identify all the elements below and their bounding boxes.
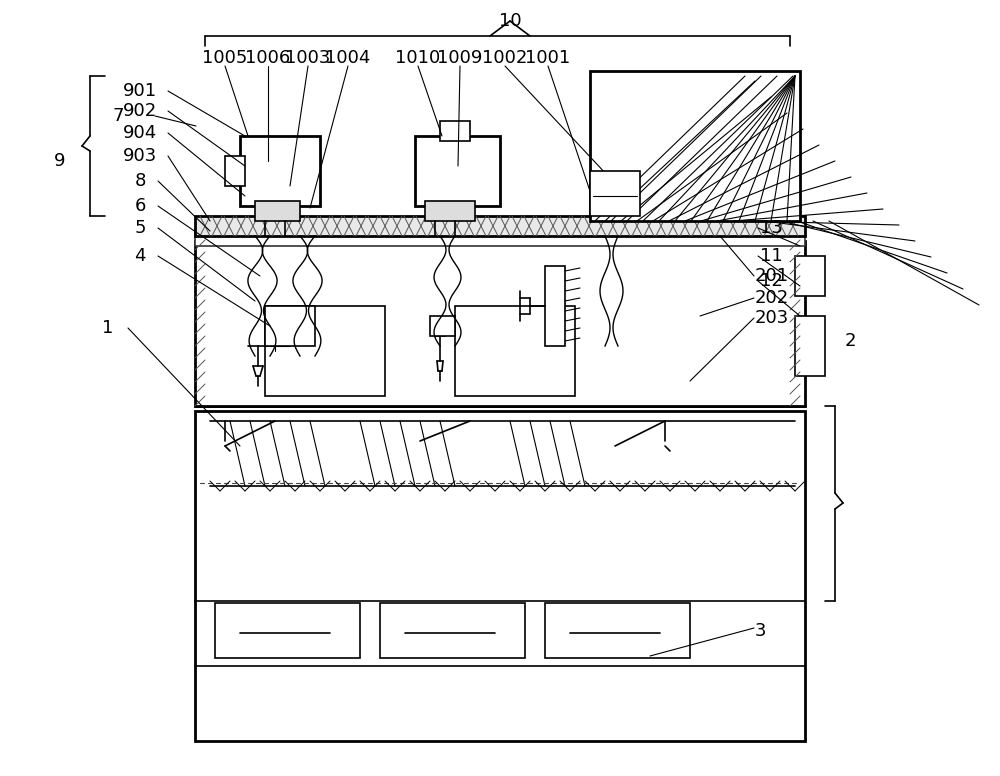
Bar <box>545 266 565 346</box>
Text: 1003: 1003 <box>285 49 331 67</box>
Text: 901: 901 <box>123 82 157 100</box>
Text: 10: 10 <box>499 12 521 30</box>
Text: 1004: 1004 <box>325 49 371 67</box>
Bar <box>240 136 320 206</box>
Text: 203: 203 <box>755 309 789 327</box>
Bar <box>590 171 640 216</box>
Text: 13: 13 <box>760 219 783 237</box>
Bar <box>415 136 500 206</box>
Bar <box>195 411 805 741</box>
Text: 8: 8 <box>134 172 146 190</box>
Text: 902: 902 <box>123 102 157 120</box>
Bar <box>430 316 455 336</box>
Text: 1001: 1001 <box>525 49 571 67</box>
Bar <box>195 241 805 406</box>
Bar <box>795 316 825 376</box>
Text: 7: 7 <box>112 107 124 125</box>
Bar <box>265 306 385 396</box>
Bar <box>440 121 470 141</box>
Bar <box>380 603 525 658</box>
Text: 1005: 1005 <box>202 49 248 67</box>
Bar <box>425 201 475 221</box>
Text: 904: 904 <box>123 124 157 142</box>
Text: 5: 5 <box>134 219 146 237</box>
Text: 2: 2 <box>844 332 856 350</box>
Text: 11: 11 <box>760 247 783 265</box>
Text: 1009: 1009 <box>437 49 483 67</box>
Bar <box>255 201 300 221</box>
Text: 9: 9 <box>54 152 66 170</box>
Bar <box>195 216 805 236</box>
Bar <box>265 306 315 346</box>
Bar <box>225 156 245 186</box>
Bar <box>215 603 360 658</box>
Text: 4: 4 <box>134 247 146 265</box>
Bar <box>455 306 575 396</box>
Text: 3: 3 <box>755 622 767 640</box>
Text: 903: 903 <box>123 147 157 165</box>
Text: 201: 201 <box>755 267 789 285</box>
Text: 1: 1 <box>102 319 114 337</box>
Text: 202: 202 <box>755 289 789 307</box>
Bar <box>795 256 825 296</box>
Text: 12: 12 <box>760 272 783 290</box>
Text: 1006: 1006 <box>245 49 291 67</box>
Text: 1010: 1010 <box>395 49 441 67</box>
Text: 1002: 1002 <box>482 49 528 67</box>
Bar <box>545 603 690 658</box>
Text: 6: 6 <box>134 197 146 215</box>
Bar <box>590 71 800 221</box>
Bar <box>195 231 805 246</box>
